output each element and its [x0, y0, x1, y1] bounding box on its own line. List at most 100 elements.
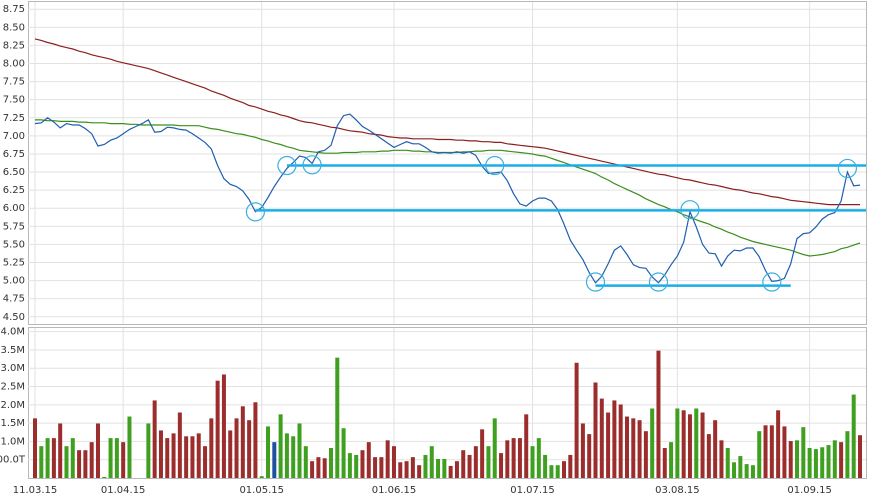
- volume-bar: [253, 402, 258, 478]
- volume-bar: [247, 420, 252, 478]
- volume-bar: [328, 448, 333, 478]
- volume-bar: [807, 448, 812, 478]
- volume-bar: [297, 423, 302, 478]
- marker-circle: [302, 155, 322, 175]
- volume-bar: [656, 350, 661, 478]
- volume-bar: [675, 408, 680, 478]
- volume-bar: [530, 446, 535, 478]
- volume-bar: [121, 442, 126, 478]
- y-tick-label: 8.25: [3, 40, 25, 51]
- volume-bar: [524, 414, 529, 478]
- volume-bar: [631, 418, 636, 478]
- volume-bar: [360, 450, 365, 478]
- y-tick-label: 8.75: [3, 4, 25, 15]
- volume-bar: [795, 440, 800, 478]
- volume-bar: [505, 440, 510, 478]
- volume-bar: [385, 440, 390, 478]
- volume-bar: [442, 458, 447, 478]
- volume-bar: [127, 416, 132, 478]
- y-tick-label: 7.75: [3, 77, 25, 88]
- volume-bar: [706, 434, 711, 478]
- x-tick-label: 01.09.15: [787, 485, 832, 496]
- volume-bar: [725, 448, 730, 478]
- volume-bar: [316, 457, 321, 478]
- volume-bar: [347, 453, 352, 478]
- volume-bar: [643, 431, 648, 478]
- volume-bar: [467, 454, 472, 478]
- volume-bar: [203, 446, 208, 478]
- y-tick-label: 3.5M: [0, 345, 25, 356]
- volume-bar: [83, 450, 88, 478]
- volume-bar: [580, 423, 585, 478]
- volume-bar: [284, 433, 289, 478]
- volume-bar: [45, 438, 50, 478]
- volume-bar: [228, 430, 233, 478]
- volume-bar: [650, 408, 655, 478]
- volume-bar: [196, 433, 201, 478]
- marker-circle: [585, 272, 606, 292]
- volume-bar: [335, 357, 340, 478]
- x-tick-label: 01.04.15: [101, 485, 146, 496]
- y-tick-label: 1.5M: [0, 418, 25, 429]
- volume-bar: [398, 462, 403, 478]
- y-tick-label: 5.50: [3, 239, 25, 250]
- volume-bar: [209, 418, 214, 478]
- volume-bar: [568, 454, 573, 478]
- y-tick-label: 500.0T: [0, 455, 26, 466]
- marker-circle: [245, 202, 266, 222]
- volume-bar: [492, 418, 497, 478]
- volume-bar: [839, 442, 844, 478]
- price-line: [34, 38, 860, 206]
- volume-bar: [417, 465, 422, 478]
- volume-bar: [517, 438, 522, 478]
- y-tick-label: 4.75: [3, 294, 25, 305]
- volume-bar: [845, 431, 850, 478]
- y-tick-label: 5.75: [3, 221, 25, 232]
- volume-bar: [687, 414, 692, 478]
- volume-bar: [410, 457, 415, 478]
- y-tick-label: 6.50: [3, 167, 25, 178]
- volume-bar: [549, 465, 554, 478]
- volume-bar: [177, 412, 182, 478]
- volume-bar: [738, 456, 743, 478]
- volume-bar: [599, 398, 604, 478]
- volume-bar: [39, 446, 44, 478]
- y-tick-label: 6.00: [3, 203, 25, 214]
- volume-bar: [89, 442, 94, 478]
- volume-bar: [310, 461, 315, 478]
- volume-bar: [341, 428, 346, 478]
- volume-bar: [95, 423, 100, 478]
- volume-bar: [593, 382, 598, 478]
- y-tick-label: 4.50: [3, 312, 25, 323]
- volume-bar: [801, 427, 806, 478]
- y-tick-label: 8.50: [3, 22, 25, 33]
- volume-bar: [536, 438, 541, 478]
- volume-bar: [858, 435, 862, 478]
- marker-circle: [837, 158, 858, 179]
- volume-bar: [366, 442, 371, 478]
- volume-bar: [719, 440, 724, 478]
- x-tick-label: 01.06.15: [372, 485, 417, 496]
- volume-bar: [429, 446, 434, 478]
- y-tick-label: 6.75: [3, 149, 25, 160]
- volume-bar: [618, 404, 623, 478]
- marker-circle: [680, 200, 700, 220]
- volume-bar: [788, 441, 793, 478]
- volume-bar: [637, 420, 642, 478]
- price-line: [34, 113, 861, 284]
- volume-bar: [713, 420, 718, 478]
- x-tick-label: 11.03.15: [13, 485, 58, 496]
- volume-bar: [606, 412, 611, 478]
- volume-bar: [51, 438, 56, 478]
- marker-circle: [762, 272, 782, 292]
- volume-bar: [744, 464, 749, 478]
- y-tick-label: 4.0M: [0, 327, 25, 338]
- volume-bar: [757, 431, 762, 478]
- volume-bar: [354, 454, 359, 478]
- volume-bar: [184, 436, 189, 478]
- y-tick-label: 8.00: [3, 59, 25, 70]
- volume-bar: [826, 445, 831, 478]
- volume-bar: [612, 400, 617, 478]
- volume-bar: [234, 418, 239, 478]
